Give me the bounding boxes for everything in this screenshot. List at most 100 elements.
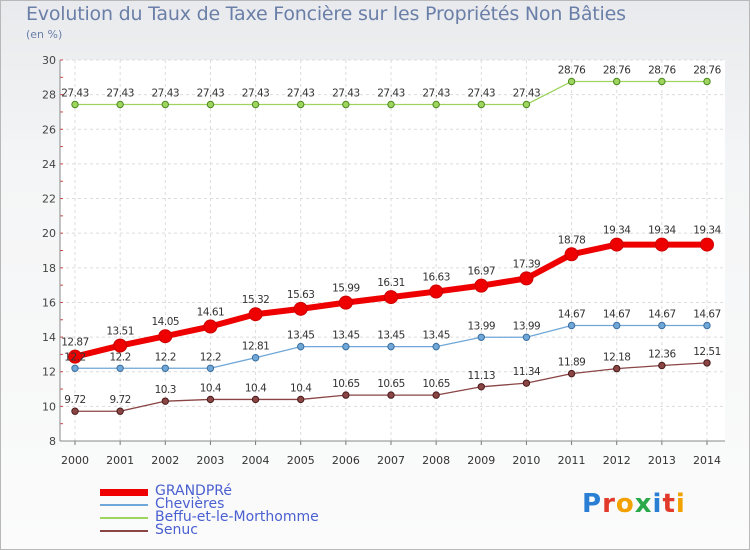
y-tick-label: 10 — [42, 400, 56, 413]
data-point — [113, 338, 128, 353]
data-point — [477, 333, 485, 341]
data-point — [703, 321, 711, 330]
data-label: 19.34 — [648, 225, 676, 237]
data-point — [158, 329, 173, 344]
data-point — [297, 100, 305, 109]
data-point — [703, 77, 711, 86]
data-point — [654, 237, 669, 252]
data-label: 17.39 — [513, 258, 541, 270]
data-label: 12.81 — [242, 341, 270, 353]
legend-item: Chevières — [100, 496, 360, 512]
data-label: 11.34 — [513, 366, 541, 378]
data-point — [432, 342, 440, 351]
data-point — [338, 295, 353, 310]
data-label: 10.65 — [377, 378, 405, 390]
data-point — [519, 271, 534, 286]
data-point — [71, 407, 79, 415]
data-label: 9.72 — [109, 394, 130, 406]
y-tick-label: 24 — [42, 158, 56, 171]
data-label: 12.2 — [200, 351, 221, 363]
data-label: 13.45 — [377, 330, 405, 342]
x-tick-label: 2007 — [377, 454, 405, 467]
data-point — [384, 290, 398, 305]
data-point — [522, 333, 531, 341]
data-label: 27.43 — [106, 88, 134, 100]
legend-swatch — [100, 488, 148, 496]
data-point — [567, 77, 576, 86]
data-point — [477, 100, 485, 109]
data-point — [251, 100, 260, 109]
x-tick-label: 2013 — [648, 454, 676, 467]
data-point — [71, 364, 79, 372]
data-label: 14.67 — [648, 308, 676, 320]
x-tick-label: 2000 — [61, 454, 89, 467]
data-label: 15.63 — [287, 289, 315, 301]
data-point — [658, 321, 666, 330]
data-label: 14.05 — [152, 316, 180, 328]
x-tick-label: 2006 — [332, 454, 360, 467]
data-label: 27.43 — [61, 88, 89, 100]
data-point — [477, 383, 485, 391]
data-label: 9.72 — [64, 394, 85, 406]
data-label: 11.89 — [558, 357, 586, 369]
data-label: 14.67 — [693, 308, 721, 320]
data-label: 13.51 — [106, 326, 134, 338]
data-point — [161, 397, 169, 405]
data-point — [474, 278, 489, 293]
data-label: 10.65 — [332, 378, 360, 390]
data-point — [387, 100, 395, 109]
x-tick-label: 2012 — [603, 454, 631, 467]
data-label: 28.76 — [603, 64, 631, 76]
x-tick-label: 2004 — [242, 454, 270, 467]
data-label: 14.67 — [603, 308, 631, 320]
data-label: 15.99 — [332, 283, 360, 295]
data-label: 12.18 — [603, 352, 631, 364]
data-point — [293, 301, 308, 316]
y-tick-label: 16 — [42, 296, 56, 309]
data-point — [432, 391, 440, 399]
x-tick-label: 2002 — [151, 454, 179, 467]
data-point — [387, 342, 395, 351]
data-point — [161, 100, 169, 109]
data-label: 10.3 — [155, 384, 176, 396]
data-point — [297, 342, 305, 351]
data-point — [342, 391, 350, 399]
data-point — [613, 77, 621, 86]
data-point — [297, 395, 305, 404]
data-point — [68, 349, 82, 364]
data-point — [248, 307, 263, 322]
x-tick-label: 2005 — [287, 454, 315, 467]
data-label: 27.43 — [468, 88, 496, 100]
data-label: 18.78 — [558, 234, 586, 246]
y-tick-label: 22 — [42, 193, 56, 206]
x-tick-label: 2011 — [558, 454, 586, 467]
data-label: 13.99 — [468, 320, 496, 332]
data-label: 19.34 — [603, 225, 631, 237]
y-tick-label: 14 — [42, 331, 56, 344]
data-label: 12.36 — [648, 348, 676, 360]
data-point — [251, 395, 260, 404]
data-label: 16.31 — [377, 277, 405, 289]
data-label: 10.4 — [290, 382, 312, 394]
x-tick-label: 2008 — [422, 454, 450, 467]
y-tick-label: 18 — [42, 262, 56, 275]
data-label: 27.43 — [377, 88, 405, 100]
data-point — [161, 364, 169, 372]
data-point — [703, 359, 711, 367]
x-tick-label: 2003 — [196, 454, 224, 467]
data-point — [116, 364, 124, 372]
data-label: 27.43 — [513, 88, 541, 100]
data-point — [613, 364, 621, 373]
data-label: 19.34 — [693, 225, 721, 237]
x-tick-label: 2009 — [467, 454, 495, 467]
data-label: 11.13 — [468, 370, 496, 382]
data-label: 16.97 — [468, 266, 496, 278]
x-tick-label: 2001 — [106, 454, 134, 467]
data-label: 12.87 — [61, 337, 89, 349]
data-label: 28.76 — [558, 64, 586, 76]
data-label: 27.43 — [197, 88, 225, 100]
data-point — [251, 353, 260, 362]
data-point — [429, 284, 444, 299]
data-label: 10.4 — [245, 382, 267, 394]
